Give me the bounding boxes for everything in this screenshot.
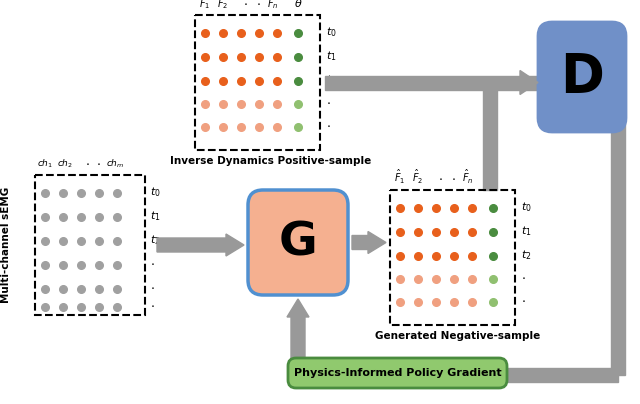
Text: $\cdot$: $\cdot$: [256, 0, 260, 10]
Text: $t_1$: $t_1$: [150, 209, 161, 223]
Text: $t_1$: $t_1$: [326, 49, 337, 63]
Polygon shape: [352, 231, 386, 253]
Text: $ch_m$: $ch_m$: [106, 158, 124, 170]
Text: $\cdot$: $\cdot$: [150, 299, 155, 312]
Polygon shape: [298, 368, 618, 382]
Text: $t_2$: $t_2$: [150, 233, 161, 247]
Text: $F_n$: $F_n$: [268, 0, 278, 11]
Text: $t_2$: $t_2$: [521, 248, 531, 262]
Text: Multi-channel sEMG: Multi-channel sEMG: [1, 187, 11, 303]
Text: Generated Negative-sample: Generated Negative-sample: [375, 331, 540, 341]
Text: D: D: [560, 51, 604, 103]
Text: $ch_2$: $ch_2$: [57, 158, 73, 170]
Text: $\cdot$: $\cdot$: [521, 271, 525, 284]
Text: $\cdot$: $\cdot$: [84, 157, 90, 170]
Text: $\cdot$: $\cdot$: [521, 294, 525, 307]
Text: $\cdot$: $\cdot$: [326, 96, 331, 109]
Text: Inverse Dynamics Positive-sample: Inverse Dynamics Positive-sample: [170, 156, 371, 166]
Text: $t_2$: $t_2$: [326, 73, 337, 87]
Polygon shape: [325, 76, 538, 90]
FancyBboxPatch shape: [538, 22, 626, 132]
FancyBboxPatch shape: [248, 190, 348, 295]
Text: $t_1$: $t_1$: [521, 224, 532, 238]
Text: G: G: [278, 220, 317, 265]
Polygon shape: [483, 82, 497, 190]
Text: $ch_1$: $ch_1$: [37, 158, 53, 170]
Text: $\hat{F}_n$: $\hat{F}_n$: [462, 168, 474, 186]
Polygon shape: [520, 71, 538, 95]
Text: $\theta$: $\theta$: [294, 0, 302, 9]
Text: $F_1$: $F_1$: [200, 0, 211, 11]
Text: $t_0$: $t_0$: [326, 25, 337, 39]
Bar: [35, 175, 145, 315]
Text: $\cdot$: $\cdot$: [150, 257, 155, 270]
Text: $F_2$: $F_2$: [218, 0, 228, 11]
Text: $\cdot$: $\cdot$: [96, 157, 100, 170]
Polygon shape: [287, 299, 309, 375]
FancyBboxPatch shape: [288, 358, 507, 388]
Bar: [195, 15, 320, 150]
Text: $t_0$: $t_0$: [521, 200, 532, 214]
Text: $\hat{\theta}$: $\hat{\theta}$: [489, 168, 497, 184]
Text: $\cdot$: $\cdot$: [438, 172, 442, 185]
Text: $\hat{F}_2$: $\hat{F}_2$: [412, 168, 424, 186]
Text: $\hat{F}_1$: $\hat{F}_1$: [394, 168, 406, 186]
Polygon shape: [611, 77, 625, 375]
Bar: [390, 190, 515, 325]
Text: $\cdot$: $\cdot$: [451, 172, 455, 185]
Polygon shape: [157, 234, 244, 256]
Text: $t_0$: $t_0$: [150, 185, 161, 199]
Text: $\cdot$: $\cdot$: [243, 0, 247, 10]
Text: $\cdot$: $\cdot$: [326, 119, 331, 132]
Text: Physics-Informed Policy Gradient: Physics-Informed Policy Gradient: [294, 368, 501, 378]
Text: $\cdot$: $\cdot$: [150, 281, 155, 294]
